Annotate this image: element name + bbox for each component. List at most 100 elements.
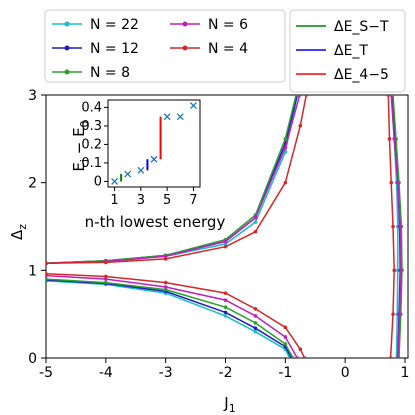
series-point — [163, 285, 168, 289]
legend-swatch-marker — [64, 45, 70, 51]
legend-label: ΔE_T — [334, 43, 368, 59]
legend-swatch-marker — [64, 69, 70, 75]
series-point — [389, 180, 394, 185]
legend-label: N = 12 — [90, 41, 139, 57]
x-tick-label: -3 — [159, 365, 173, 381]
series-point — [298, 123, 303, 128]
inset-x-tick-label: 5 — [163, 193, 171, 208]
series-point — [104, 277, 108, 281]
series-point — [298, 347, 303, 352]
series-point — [253, 326, 258, 330]
series-point — [253, 307, 258, 311]
y-tick-label: 3 — [28, 88, 37, 104]
x-tick-label: -5 — [39, 365, 53, 381]
series-point — [163, 254, 168, 259]
series-point — [386, 95, 391, 97]
series-point — [223, 242, 228, 246]
inset-point — [137, 166, 145, 174]
legend-label: ΔE_4−5 — [334, 67, 389, 83]
y-tick-label: 1 — [28, 263, 37, 279]
series-point — [253, 229, 258, 234]
legend-swatch-marker — [182, 45, 188, 51]
series-point — [399, 268, 403, 273]
inset-point — [150, 155, 158, 163]
inset-point — [163, 113, 171, 121]
series-point — [294, 95, 298, 97]
series-point — [387, 137, 392, 141]
series-point — [391, 224, 395, 229]
series-point — [283, 180, 288, 185]
series-point — [398, 224, 403, 229]
series-point — [253, 314, 258, 318]
series-point — [283, 137, 288, 141]
inset-y-tick-label: 0.4 — [81, 100, 102, 115]
series-point — [392, 268, 397, 273]
y-axis-label: Δz — [8, 224, 29, 240]
inset-y-tick-label: 0.2 — [81, 137, 102, 152]
series-point — [389, 95, 394, 97]
series-point — [46, 261, 48, 266]
series-point — [283, 342, 288, 346]
legend-swatch-marker — [64, 21, 70, 27]
series-point — [396, 356, 400, 358]
series-point — [104, 280, 108, 285]
x-tick-label: -2 — [219, 365, 233, 381]
series-point — [297, 95, 302, 97]
series-point — [295, 356, 300, 358]
legend-left: N = 22 N = 12 N = 8 N = 6 N = 4 — [52, 17, 248, 81]
x-tick-label: -1 — [278, 365, 292, 381]
series-line-lower — [46, 273, 306, 358]
series-point — [104, 274, 108, 279]
inset-point — [189, 102, 197, 110]
series-point — [253, 329, 258, 334]
series-point — [223, 314, 228, 318]
series-layer — [46, 95, 404, 358]
series-point — [397, 312, 402, 316]
series-point — [163, 257, 168, 261]
legend-right-box — [289, 9, 406, 93]
inset-point — [124, 170, 132, 178]
series-point — [253, 321, 258, 325]
inset-point — [111, 177, 119, 185]
series-point — [223, 305, 228, 309]
series-point — [253, 220, 258, 224]
x-tick-label: 1 — [401, 365, 410, 381]
series-point — [223, 239, 228, 244]
series-point — [163, 287, 168, 292]
inset-y-tick-label: 0.3 — [81, 119, 102, 134]
series-point — [283, 335, 288, 339]
inset-point — [176, 113, 184, 121]
x-axis-label: J1 — [223, 394, 235, 415]
series-point — [388, 356, 393, 358]
series-point — [253, 215, 258, 220]
series-point — [283, 325, 288, 330]
series-point — [302, 356, 307, 358]
series-point — [392, 137, 397, 141]
series-point — [304, 95, 309, 97]
legend-label: N = 22 — [90, 17, 139, 33]
series-point — [283, 145, 288, 150]
legend-label: ΔE_S−T — [334, 19, 389, 35]
inset-plot-area — [107, 99, 201, 188]
inset-x-tick-label: 3 — [137, 193, 145, 208]
inset-layer: 1 3 5 7 0 0.1 0.2 0.3 0.4 — [81, 100, 197, 208]
legend-label: N = 6 — [208, 17, 248, 33]
inset-y-tick-label: 0 — [94, 174, 102, 189]
series-point — [46, 277, 48, 281]
series-point — [46, 272, 48, 276]
inset-y-tick-label: 0.1 — [81, 156, 102, 171]
legend-left-box — [44, 9, 286, 83]
inset-x-label: n-th lowest energy — [85, 213, 226, 231]
series-point — [223, 298, 228, 302]
series-point — [291, 356, 295, 358]
legend-label: N = 8 — [90, 65, 130, 81]
legend-right: ΔE_S−T ΔE_T ΔE_4−5 — [296, 19, 389, 83]
series-point — [223, 244, 228, 249]
x-tick-label: -4 — [99, 365, 113, 381]
legend-swatch-marker — [182, 21, 188, 27]
x-tick-label: 0 — [341, 365, 350, 381]
inset-y-label: Ei − E0 — [70, 120, 91, 171]
series-point — [391, 312, 395, 316]
